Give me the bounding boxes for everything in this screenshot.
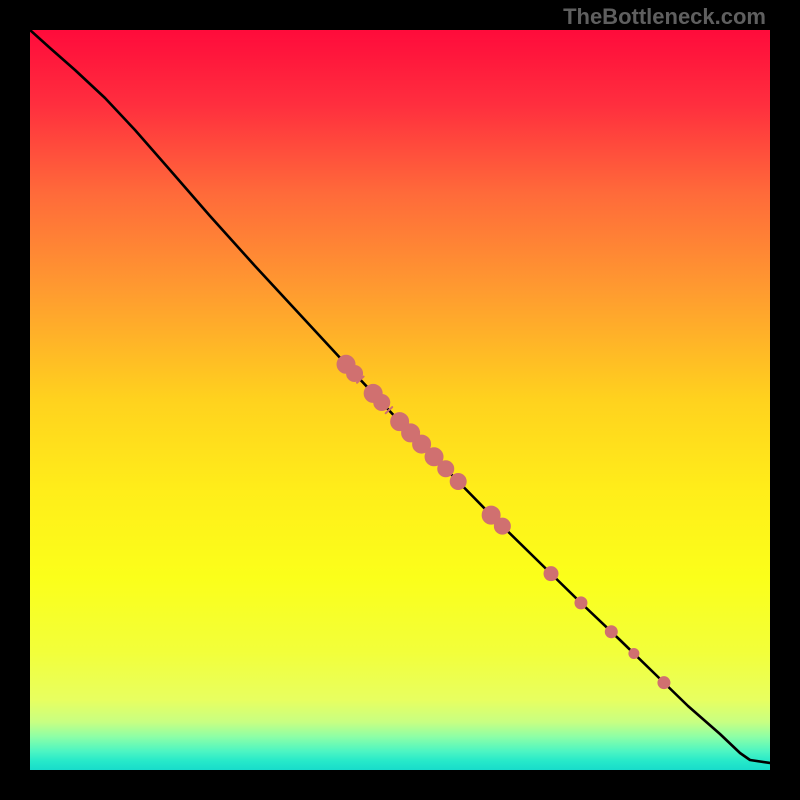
marker-dot [374, 395, 390, 411]
marker-dot [605, 626, 617, 638]
chart-frame: TheBottleneck.com [0, 0, 800, 800]
marker-dot [494, 518, 510, 534]
marker-dot [438, 461, 454, 477]
plot-area [30, 30, 770, 770]
marker-dot [544, 567, 558, 581]
main-curve [30, 30, 770, 763]
curve-layer [30, 30, 770, 770]
marker-dot [450, 473, 466, 489]
marker-dot [575, 597, 587, 609]
marker-dot [629, 649, 639, 659]
watermark-text: TheBottleneck.com [563, 4, 766, 30]
marker-dot [658, 677, 670, 689]
marker-dot [347, 366, 363, 382]
